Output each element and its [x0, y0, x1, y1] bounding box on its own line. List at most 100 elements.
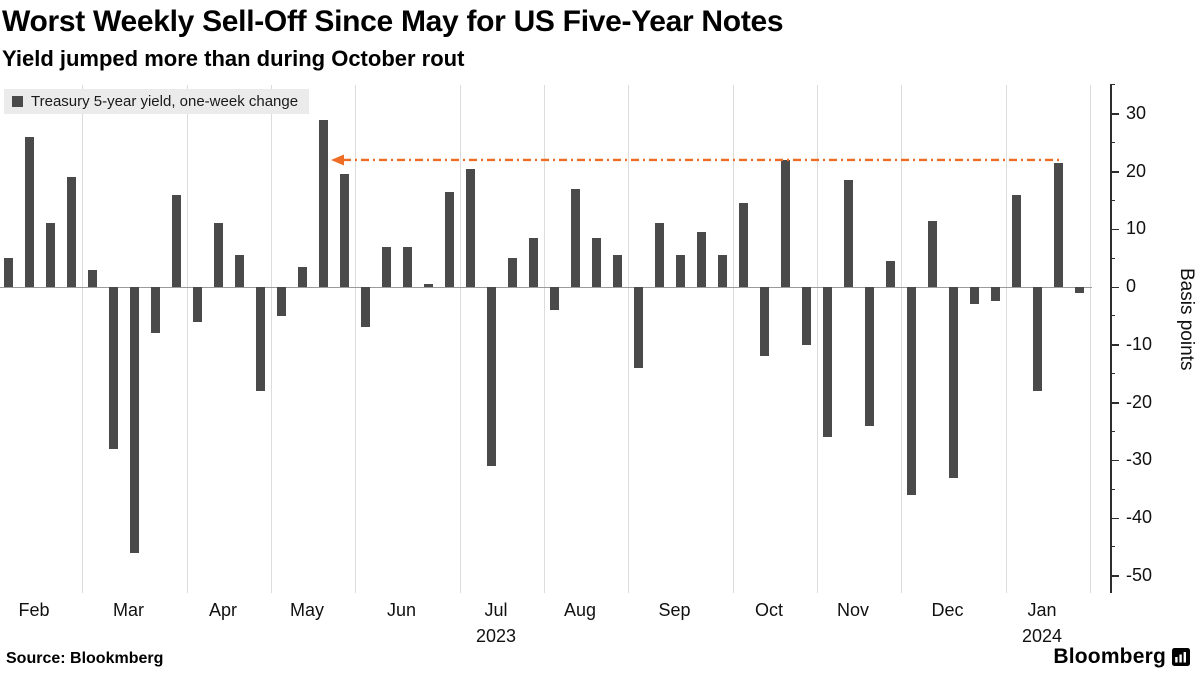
y-axis-tick: [1110, 459, 1119, 462]
source-note: Source: Blookmberg: [6, 650, 164, 667]
bar: [466, 168, 475, 287]
month-gridline: [355, 85, 356, 593]
bar: [970, 287, 979, 305]
month-gridline: [817, 85, 818, 593]
bar: [655, 223, 664, 287]
bar: [886, 261, 895, 287]
bar: [319, 119, 328, 287]
x-axis-month-label: Jul: [484, 600, 508, 620]
bar: [823, 287, 832, 438]
legend: Treasury 5-year yield, one-week change: [4, 89, 310, 114]
y-axis-tick-label: -50: [1126, 564, 1153, 585]
month-gridline: [901, 85, 902, 593]
bar: [424, 284, 433, 287]
bar: [781, 159, 790, 287]
y-axis-tick-label: 10: [1126, 218, 1147, 239]
bar: [676, 255, 685, 287]
legend-square-icon: [12, 96, 23, 107]
x-axis-month-label: Dec: [931, 600, 964, 620]
y-axis-minor-tick: [1110, 257, 1115, 259]
x-axis-month-label: Nov: [836, 600, 870, 620]
y-axis-tick-label: -10: [1126, 333, 1153, 354]
bar: [67, 177, 76, 287]
bar: [718, 255, 727, 287]
bar: [592, 237, 601, 287]
bar: [949, 287, 958, 478]
bar: [634, 287, 643, 368]
bar: [487, 287, 496, 467]
bar: [130, 287, 139, 553]
y-axis-tick: [1110, 113, 1119, 115]
y-axis-tick: [1110, 344, 1119, 346]
chart-subtitle: Yield jumped more than during October ro…: [2, 46, 465, 71]
y-axis-tick-label: -20: [1126, 391, 1153, 412]
month-gridline: [544, 85, 545, 593]
y-axis-tick: [1110, 575, 1119, 577]
x-axis-month-label: Mar: [113, 600, 144, 620]
month-gridline: [733, 85, 734, 593]
y-axis-minor-tick: [1110, 84, 1115, 86]
x-axis-month-label: Jan: [1027, 600, 1057, 620]
x-axis-month-label: Apr: [208, 600, 238, 620]
zero-baseline: [0, 287, 1092, 288]
bar: [382, 246, 391, 287]
y-axis-tick: [1110, 171, 1119, 173]
bar: [907, 287, 916, 495]
bar: [529, 237, 538, 287]
y-axis-tick-label: -30: [1126, 449, 1153, 470]
bar: [172, 194, 181, 287]
bar: [151, 287, 160, 334]
y-axis-tick: [1110, 228, 1119, 231]
legend-label: Treasury 5-year yield, one-week change: [31, 93, 299, 110]
month-gridline: [460, 85, 461, 593]
x-axis-month-label: Feb: [18, 600, 50, 620]
bar: [865, 287, 874, 426]
bloomberg-logo: Bloomberg: [1053, 645, 1190, 669]
x-axis-year-label: 2023: [475, 626, 517, 646]
bar: [1075, 287, 1084, 293]
chart-title: Worst Weekly Sell-Off Since May for US F…: [2, 5, 784, 38]
bar: [361, 287, 370, 328]
month-gridline: [82, 85, 83, 593]
bar: [193, 287, 202, 322]
y-axis-minor-tick: [1110, 488, 1115, 490]
bar: [613, 255, 622, 287]
bar: [928, 220, 937, 287]
bar: [214, 223, 223, 287]
bar: [109, 287, 118, 449]
bar: [88, 269, 97, 287]
x-axis-month-label: May: [289, 600, 325, 620]
y-axis-minor-tick: [1110, 142, 1115, 144]
y-axis-minor-tick: [1110, 546, 1115, 548]
bar: [445, 191, 454, 287]
bar: [739, 203, 748, 287]
bar: [550, 287, 559, 311]
bar: [508, 258, 517, 287]
month-gridline: [1090, 85, 1091, 593]
x-axis-month-label: Oct: [754, 600, 784, 620]
y-axis-tick-label: 20: [1126, 160, 1147, 181]
month-gridline: [1006, 85, 1007, 593]
bar: [802, 287, 811, 345]
y-axis-tick-label: 0: [1126, 276, 1137, 296]
y-axis-minor-tick: [1110, 315, 1115, 317]
x-axis-year-label: 2024: [1021, 626, 1063, 646]
x-axis-month-label: Sep: [658, 600, 691, 620]
bar: [256, 287, 265, 391]
bar: [4, 258, 13, 287]
bar: [277, 287, 286, 316]
month-gridline: [187, 85, 188, 593]
y-axis-line: [1110, 85, 1112, 593]
bar: [403, 246, 412, 287]
bar: [298, 266, 307, 287]
month-gridline: [628, 85, 629, 593]
bar: [25, 136, 34, 287]
y-axis-tick: [1110, 286, 1119, 288]
bloomberg-logo-text: Bloomberg: [1053, 645, 1166, 668]
bar: [1054, 162, 1063, 287]
bar: [1033, 287, 1042, 391]
bar: [235, 255, 244, 287]
month-gridline: [271, 85, 272, 593]
